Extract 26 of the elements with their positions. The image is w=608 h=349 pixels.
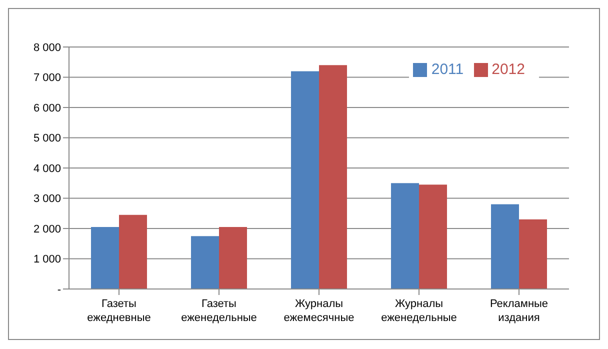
bar — [119, 214, 147, 289]
bar — [191, 236, 219, 289]
bar — [491, 204, 519, 289]
bar — [519, 219, 547, 289]
y-tick-label: - — [57, 284, 62, 296]
y-tick-label: 2 000 — [33, 223, 61, 236]
y-tick-label: 4 000 — [33, 162, 61, 175]
x-tick-label: Рекламные издания — [490, 298, 548, 324]
legend-label: 2012 — [492, 61, 525, 78]
y-tick-label: 3 000 — [33, 193, 61, 206]
y-tick-label: 8 000 — [33, 42, 61, 54]
y-tick-label: 7 000 — [33, 72, 61, 84]
x-tick-label: Журналы еженедельные — [381, 298, 457, 324]
x-tick-label: Газеты ежедневные — [87, 298, 151, 324]
y-tick-label: 6 000 — [33, 102, 61, 114]
bar — [319, 65, 347, 289]
x-tick-label: Газеты еженедельные — [181, 298, 257, 324]
bar — [291, 71, 319, 289]
y-tick-label: 5 000 — [33, 132, 61, 145]
bar — [219, 226, 247, 289]
y-tick-label: 1 000 — [33, 254, 61, 266]
bar — [391, 183, 419, 289]
bar — [419, 184, 447, 289]
legend-label: 2011 — [431, 61, 464, 78]
bar — [91, 226, 119, 289]
x-tick-label: Журналы ежемесячные — [284, 298, 354, 324]
